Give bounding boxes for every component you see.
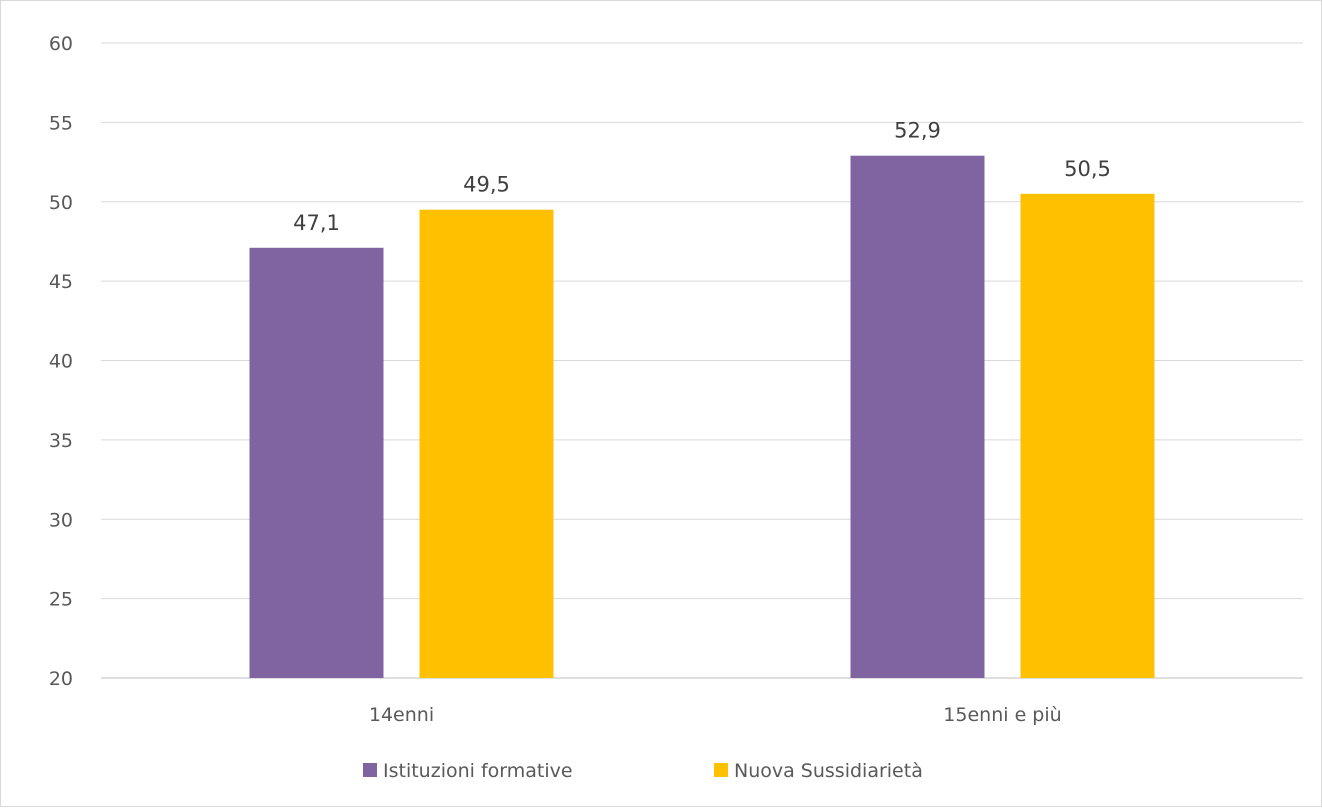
- y-tick-label: 30: [49, 509, 73, 531]
- legend: Istituzioni formative Nuova Sussidiarietà: [363, 760, 923, 782]
- legend-label: Nuova Sussidiarietà: [734, 760, 923, 782]
- y-tick-label: 25: [49, 589, 73, 611]
- y-tick-label: 60: [49, 33, 73, 55]
- y-axis-ticks: 20 25 30 35 40 45 50 55 60: [49, 33, 73, 690]
- y-tick-label: 50: [49, 192, 73, 214]
- y-tick-label: 20: [49, 668, 73, 690]
- y-tick-label: 55: [49, 112, 73, 134]
- bar: [249, 247, 384, 678]
- data-labels: 47,1 49,5 52,9 50,5: [293, 119, 1111, 235]
- bar: [1020, 193, 1155, 678]
- legend-swatch: [714, 763, 728, 777]
- legend-label: Istituzioni formative: [383, 760, 573, 782]
- data-label: 49,5: [463, 173, 510, 197]
- x-tick-label: 15enni e più: [943, 704, 1061, 726]
- y-tick-label: 35: [49, 430, 73, 452]
- x-axis-ticks: 14enni 15enni e più: [369, 704, 1062, 726]
- x-tick-label: 14enni: [369, 704, 434, 726]
- y-tick-label: 45: [49, 271, 73, 293]
- legend-swatch: [363, 763, 377, 777]
- data-label: 50,5: [1064, 157, 1111, 181]
- bars: [249, 155, 1155, 678]
- data-label: 47,1: [293, 211, 340, 235]
- y-tick-label: 40: [49, 351, 73, 373]
- bar: [850, 155, 985, 678]
- data-label: 52,9: [894, 119, 941, 143]
- bar: [419, 209, 554, 678]
